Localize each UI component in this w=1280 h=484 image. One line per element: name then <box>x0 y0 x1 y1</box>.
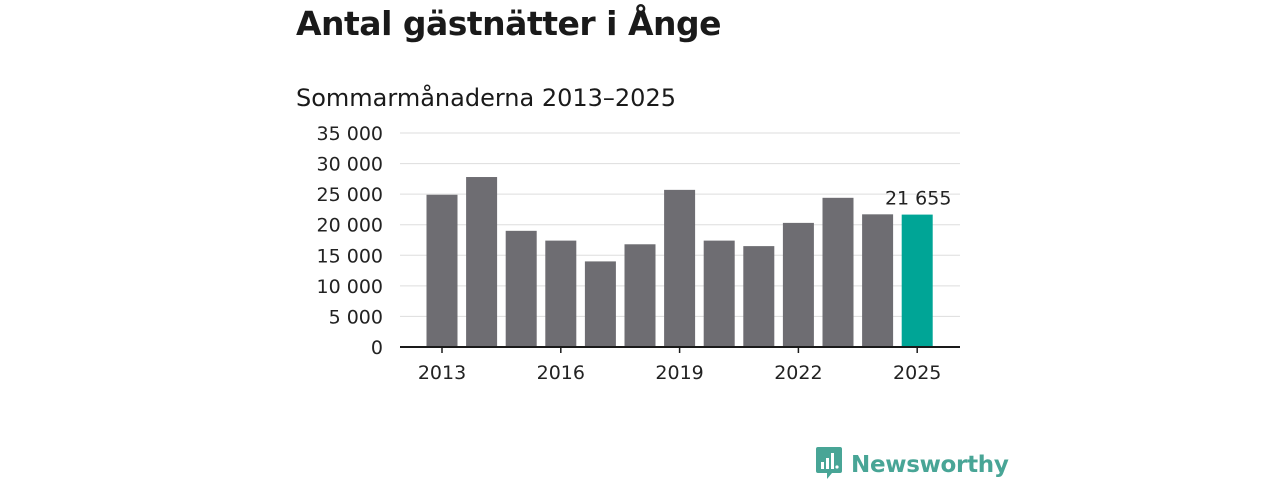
bars <box>426 177 933 347</box>
bar-2017 <box>584 261 616 347</box>
bar-2024 <box>862 214 894 347</box>
bar-2021 <box>743 246 775 347</box>
bar-2018 <box>624 244 656 347</box>
y-tick-label: 35 000 <box>317 123 383 145</box>
bar-2014 <box>466 177 498 347</box>
bar-2020 <box>703 240 735 347</box>
x-tick-label: 2013 <box>418 362 466 384</box>
y-tick-label: 5 000 <box>329 306 383 328</box>
chart-subtitle: Sommarmånaderna 2013–2025 <box>296 84 676 112</box>
bar-2013 <box>426 194 458 347</box>
y-axis-tick-labels: 0 5 000 10 000 15 000 20 000 25 000 30 000 35 0… <box>317 123 383 359</box>
newsworthy-brand: Newsworthy <box>815 446 1009 484</box>
y-tick-label: 15 000 <box>317 245 383 267</box>
bar-2022 <box>782 222 814 347</box>
data-label: 21 655 <box>885 188 951 210</box>
bar-2015 <box>505 230 537 347</box>
x-tick-label: 2019 <box>655 362 703 384</box>
y-tick-label: 25 000 <box>317 184 383 206</box>
brand-name: Newsworthy <box>851 452 1009 478</box>
bar-2023 <box>822 197 854 347</box>
x-axis-tick-labels: 2013 2016 2019 2022 2025 <box>418 347 941 384</box>
x-tick-label: 2022 <box>774 362 822 384</box>
y-tick-label: 20 000 <box>317 215 383 237</box>
chart-title: Antal gästnätter i Ånge <box>296 4 721 43</box>
bar-2016 <box>545 240 577 347</box>
y-tick-label: 30 000 <box>317 154 383 176</box>
x-tick-label: 2016 <box>537 362 585 384</box>
bar-2025 <box>901 214 933 347</box>
y-tick-label: 10 000 <box>317 276 383 298</box>
x-tick-label: 2025 <box>893 362 941 384</box>
data-labels: 21 655 <box>885 188 951 210</box>
y-tick-label: 0 <box>371 337 383 359</box>
bar-2019 <box>664 189 696 347</box>
newsworthy-logo-icon <box>815 446 843 484</box>
